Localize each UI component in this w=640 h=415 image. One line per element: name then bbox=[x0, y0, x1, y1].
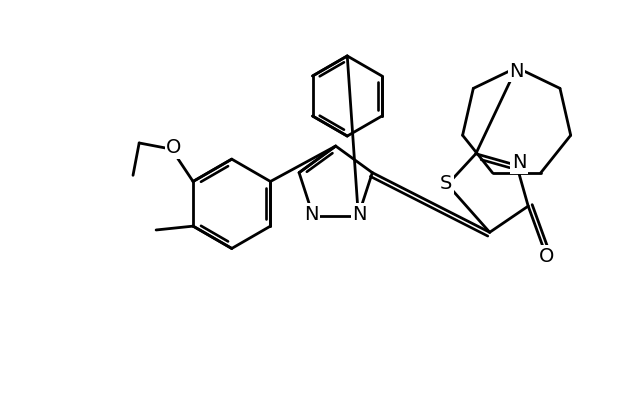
Text: N: N bbox=[304, 205, 319, 224]
Text: N: N bbox=[509, 62, 524, 81]
Text: O: O bbox=[166, 138, 182, 157]
Text: N: N bbox=[512, 154, 526, 173]
Text: S: S bbox=[440, 173, 452, 193]
Text: N: N bbox=[353, 205, 367, 224]
Text: O: O bbox=[539, 247, 554, 266]
